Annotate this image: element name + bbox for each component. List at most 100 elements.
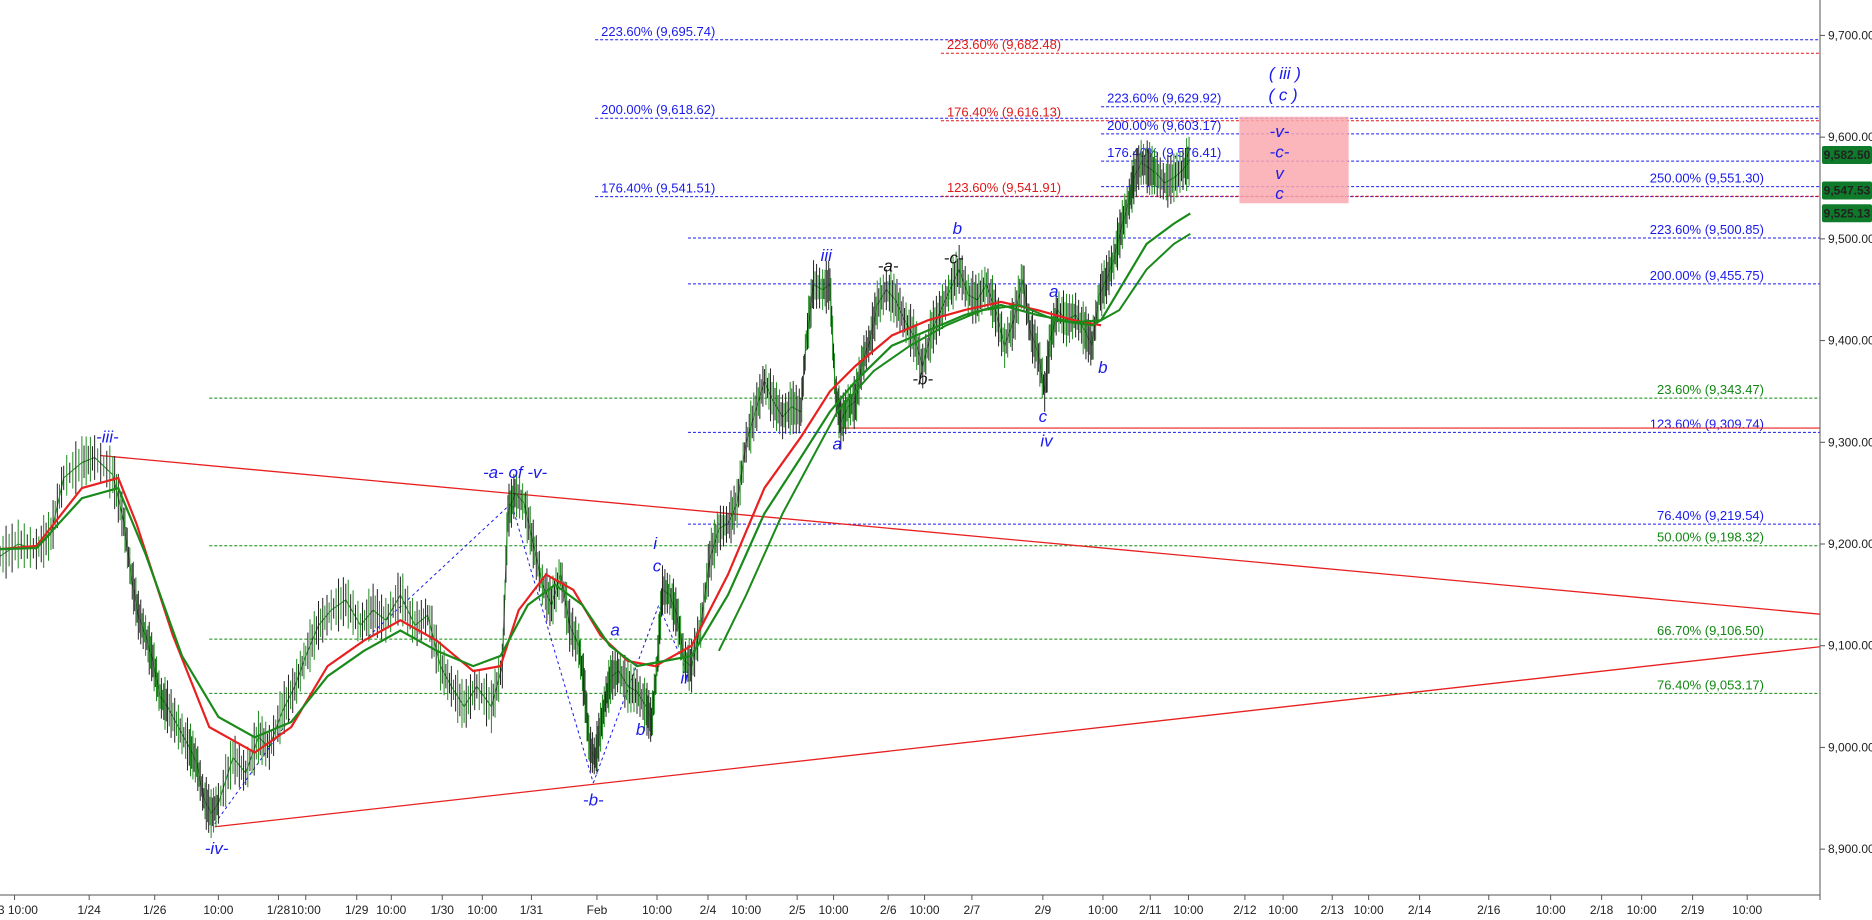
x-axis: 23 10:001/241/2610:001/2810:001/2910:001… (0, 894, 1820, 917)
fibonacci-levels: 223.60% (9,695.74) 223.60% (9,682.48) 223.… (209, 24, 1820, 694)
price-tag-label: 9,547.53 (1824, 184, 1871, 198)
y-tick-label: 9,700.00 (1828, 28, 1872, 42)
wave-label: iv (1040, 431, 1054, 450)
price-series (0, 136, 1191, 838)
triangle-trendline (100, 454, 1821, 615)
y-tick-label: 9,400.00 (1828, 334, 1872, 348)
y-tick-label: 9,200.00 (1828, 537, 1872, 551)
x-tick-label: 10:00 (291, 903, 321, 917)
fib-label: 176.40% (9,541.51) (601, 181, 715, 196)
wave-label: ii (681, 668, 690, 687)
ema-green (0, 212, 1191, 739)
x-tick-label: 2/7 (964, 903, 981, 917)
x-tick-label: Feb (587, 903, 608, 917)
fib-label: 176.40% (9,616.13) (947, 105, 1061, 120)
x-tick-label: 1/26 (143, 903, 167, 917)
x-tick-label: 2/18 (1590, 903, 1614, 917)
wave-label: c (653, 556, 662, 575)
fib-label: 123.60% (9,541.91) (947, 180, 1061, 195)
target-zone (1239, 116, 1349, 204)
wave-label: c (1275, 184, 1284, 203)
x-tick-label: 2/14 (1408, 903, 1432, 917)
target-box (1239, 116, 1349, 204)
wave-label: -b- (583, 790, 604, 809)
wave-label: a (1049, 282, 1058, 301)
wave-label: c (1039, 407, 1048, 426)
x-tick-label: 1/30 (431, 903, 455, 917)
x-tick-label: 23 10:00 (0, 903, 38, 917)
wave-label: iii (821, 246, 834, 265)
wave-label: -b- (912, 369, 933, 388)
x-tick-label: 10:00 (731, 903, 761, 917)
fib-label: 66.70% (9,106.50) (1657, 623, 1764, 638)
x-tick-label: 10:00 (1536, 903, 1566, 917)
wave-label: v (1275, 164, 1285, 183)
x-tick-label: 10:00 (1732, 903, 1762, 917)
x-tick-label: 2/12 (1233, 903, 1257, 917)
x-tick-label: 10:00 (203, 903, 233, 917)
fib-label: 50.00% (9,198.32) (1657, 530, 1764, 545)
x-tick-label: 10:00 (1088, 903, 1118, 917)
wave-label: -c- (1270, 142, 1290, 161)
fib-label: 223.60% (9,695.74) (601, 24, 715, 39)
wave-path (363, 502, 594, 784)
wave-label: b (636, 720, 645, 739)
y-tick-label: 8,900.00 (1828, 842, 1872, 856)
y-tick-label: 9,100.00 (1828, 639, 1872, 653)
x-tick-label: 2/4 (700, 903, 717, 917)
wave-label: ( iii ) (1269, 64, 1301, 83)
wave-label: -iii- (96, 427, 119, 446)
x-tick-label: 1/28 (267, 903, 291, 917)
x-tick-label: 2/13 (1321, 903, 1345, 917)
y-tick-label: 9,600.00 (1828, 130, 1872, 144)
x-tick-label: 1/31 (520, 903, 544, 917)
wave-label: a (610, 621, 619, 640)
fib-label: 23.60% (9,343.47) (1657, 382, 1764, 397)
moving-averages (0, 212, 1191, 754)
fib-label: 76.40% (9,053.17) (1657, 677, 1764, 692)
x-tick-label: 2/5 (789, 903, 806, 917)
x-tick-label: 10:00 (642, 903, 672, 917)
wave-label: b (953, 219, 962, 238)
fib-label: 223.60% (9,629.92) (1107, 91, 1221, 106)
fib-label: 250.00% (9,551.30) (1650, 171, 1764, 186)
wave-label: ( c ) (1268, 86, 1297, 105)
y-tick-label: 9,500.00 (1828, 232, 1872, 246)
wave-label: -a- of -v- (483, 463, 548, 482)
triangle-trendline (214, 646, 1821, 828)
x-tick-label: 10:00 (376, 903, 406, 917)
fib-label: 123.60% (9,309.74) (1650, 416, 1764, 431)
wave-label: b (1098, 358, 1107, 377)
y-tick-label: 9,000.00 (1828, 740, 1872, 754)
price-tag-label: 9,525.13 (1824, 206, 1871, 220)
price-tag-box (1822, 181, 1872, 200)
wave-label: -c- (944, 248, 964, 267)
fib-label: 223.60% (9,682.48) (947, 37, 1061, 52)
x-tick-label: 10:00 (910, 903, 940, 917)
price-tag-box (1822, 145, 1872, 164)
x-tick-label: 10:00 (1627, 903, 1657, 917)
x-tick-label: 10:00 (1173, 903, 1203, 917)
x-tick-label: 10:00 (467, 903, 497, 917)
wave-label: -iv- (205, 839, 229, 858)
fib-label: 223.60% (9,500.85) (1650, 222, 1764, 237)
y-axis: 8,900.00 9,000.00 9,100.00 9,200.00 9,300.00… (1819, 0, 1872, 900)
price-tag-box (1822, 204, 1872, 223)
price-tags: 9,582.50 9,547.53 9,525.13 (1822, 145, 1872, 223)
wave-label: a (832, 434, 841, 453)
ema-red (0, 300, 1102, 754)
fib-label: 200.00% (9,455.75) (1650, 268, 1764, 283)
fib-label: 200.00% (9,603.17) (1107, 118, 1221, 133)
wave-label: -a- (878, 256, 899, 275)
x-tick-label: 10:00 (1268, 903, 1298, 917)
price-tag-label: 9,582.50 (1824, 148, 1871, 162)
x-tick-label: 2/16 (1477, 903, 1501, 917)
x-tick-label: 2/19 (1681, 903, 1705, 917)
x-tick-label: 10:00 (819, 903, 849, 917)
x-tick-label: 2/11 (1139, 903, 1162, 917)
x-tick-label: 10:00 (1354, 903, 1384, 917)
x-tick-label: 1/24 (78, 903, 102, 917)
x-tick-label: 2/9 (1035, 903, 1052, 917)
